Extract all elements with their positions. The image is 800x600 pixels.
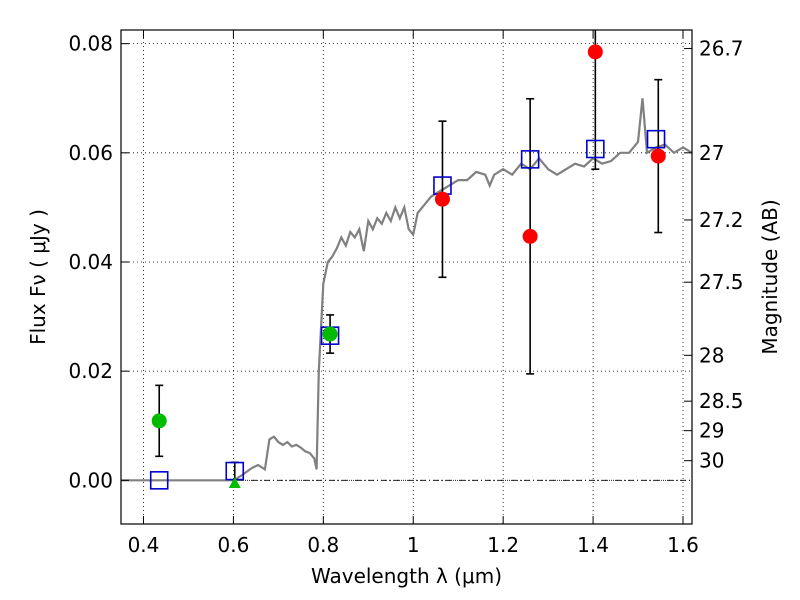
upper-limit-triangle — [228, 477, 241, 489]
synthetic-flux-square — [646, 129, 666, 149]
synthetic-flux-square — [586, 139, 605, 159]
y-tick-label: 0.08 — [68, 32, 113, 56]
x-tick-label: 1.6 — [667, 533, 699, 557]
model-spectrum — [121, 98, 693, 482]
model-spectrum-line — [121, 98, 693, 482]
synthetic-flux-square — [520, 150, 540, 169]
observed-flux-point — [650, 148, 666, 164]
x-tick-label: 1.4 — [577, 533, 609, 557]
observed-flux-point — [434, 191, 450, 207]
x-tick-label: 0.4 — [128, 533, 160, 557]
plot-frame — [120, 29, 693, 525]
magnitude-tick-label: 30 — [699, 449, 724, 473]
observed-flux-point — [522, 228, 538, 244]
y-tick-label: 0.06 — [68, 141, 113, 165]
magnitude-tick-label: 28.5 — [699, 389, 744, 413]
data-markers — [149, 44, 666, 490]
y-tick-label: 0.04 — [68, 250, 113, 274]
magnitude-tick-label: 27.5 — [699, 270, 744, 294]
magnitude-tick-label: 27.2 — [699, 208, 744, 232]
x-tick-label: 0.8 — [307, 533, 339, 557]
observed-flux-point — [322, 326, 338, 342]
magnitude-tick-label: 29 — [699, 419, 724, 443]
x-axis-label: Wavelength λ (μm) — [311, 564, 502, 588]
x-tick-label: 0.6 — [217, 533, 249, 557]
magnitude-tick-label: 27 — [699, 141, 724, 165]
axis-ticks: 0.4 0.6 0.8 1 1.2 1.4 1.6 0.00 0.02 0.04 0.06 0.08 2… — [68, 30, 744, 557]
magnitude-tick-label: 26.7 — [699, 37, 744, 61]
observed-flux-point — [587, 44, 603, 60]
y-axis-label-left: Flux Fν ( μJy ) — [26, 209, 50, 345]
magnitude-tick-label: 28 — [699, 343, 724, 367]
synthetic-flux-square — [149, 471, 169, 490]
x-tick-label: 1.2 — [487, 533, 519, 557]
y-tick-label: 0.02 — [68, 359, 113, 383]
observed-flux-point — [151, 413, 167, 429]
grid-lines — [121, 30, 692, 524]
error-bars — [155, 30, 663, 484]
y-axis-label-right: Magnitude (AB) — [758, 199, 782, 354]
x-tick-label: 1 — [407, 533, 420, 557]
y-tick-label: 0.00 — [68, 468, 113, 492]
